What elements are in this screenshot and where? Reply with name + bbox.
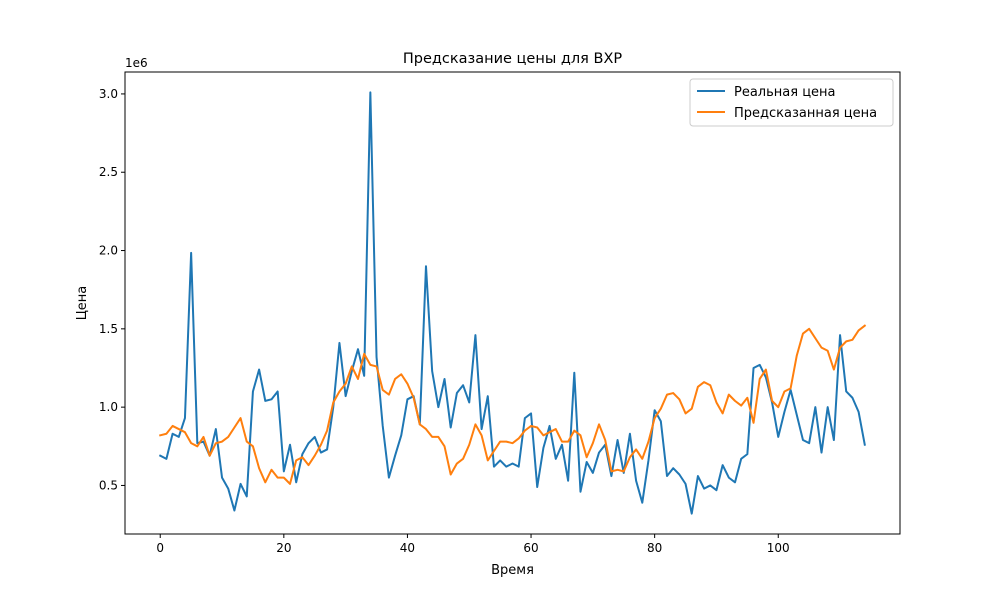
y-axis-label: Цена — [75, 286, 90, 321]
chart-title: Предсказание цены для BXP — [403, 51, 623, 67]
x-axis-label: Время — [491, 563, 534, 578]
x-axis: 0 20 40 60 80 100 — [156, 534, 790, 555]
legend-label-real: Реальная цена — [734, 85, 836, 100]
plot-area — [158, 91, 867, 515]
y-tick-label: 3.0 — [99, 87, 118, 101]
x-tick-label: 80 — [647, 541, 662, 555]
x-tick-label: 40 — [400, 541, 415, 555]
series-line-predicted — [159, 324, 867, 485]
legend: Реальная цена Предсказанная цена — [689, 78, 894, 127]
legend-label-predicted: Предсказанная цена — [734, 106, 877, 121]
x-tick-label: 60 — [523, 541, 538, 555]
y-tick-label: 2.0 — [99, 244, 118, 258]
y-scale-multiplier: 1e6 — [125, 56, 148, 70]
y-tick-label: 0.5 — [99, 478, 118, 492]
x-tick-label: 0 — [156, 541, 164, 555]
x-tick-label: 20 — [276, 541, 291, 555]
y-tick-label: 1.0 — [99, 400, 118, 414]
y-axis: 0.5 1.0 1.5 2.0 2.5 3.0 — [99, 87, 125, 492]
legend-box — [689, 78, 894, 127]
y-tick-label: 2.5 — [99, 165, 118, 179]
x-tick-label: 100 — [767, 541, 790, 555]
series-line-real — [158, 91, 866, 515]
axes-frame — [124, 71, 901, 535]
y-tick-label: 1.5 — [99, 322, 118, 336]
